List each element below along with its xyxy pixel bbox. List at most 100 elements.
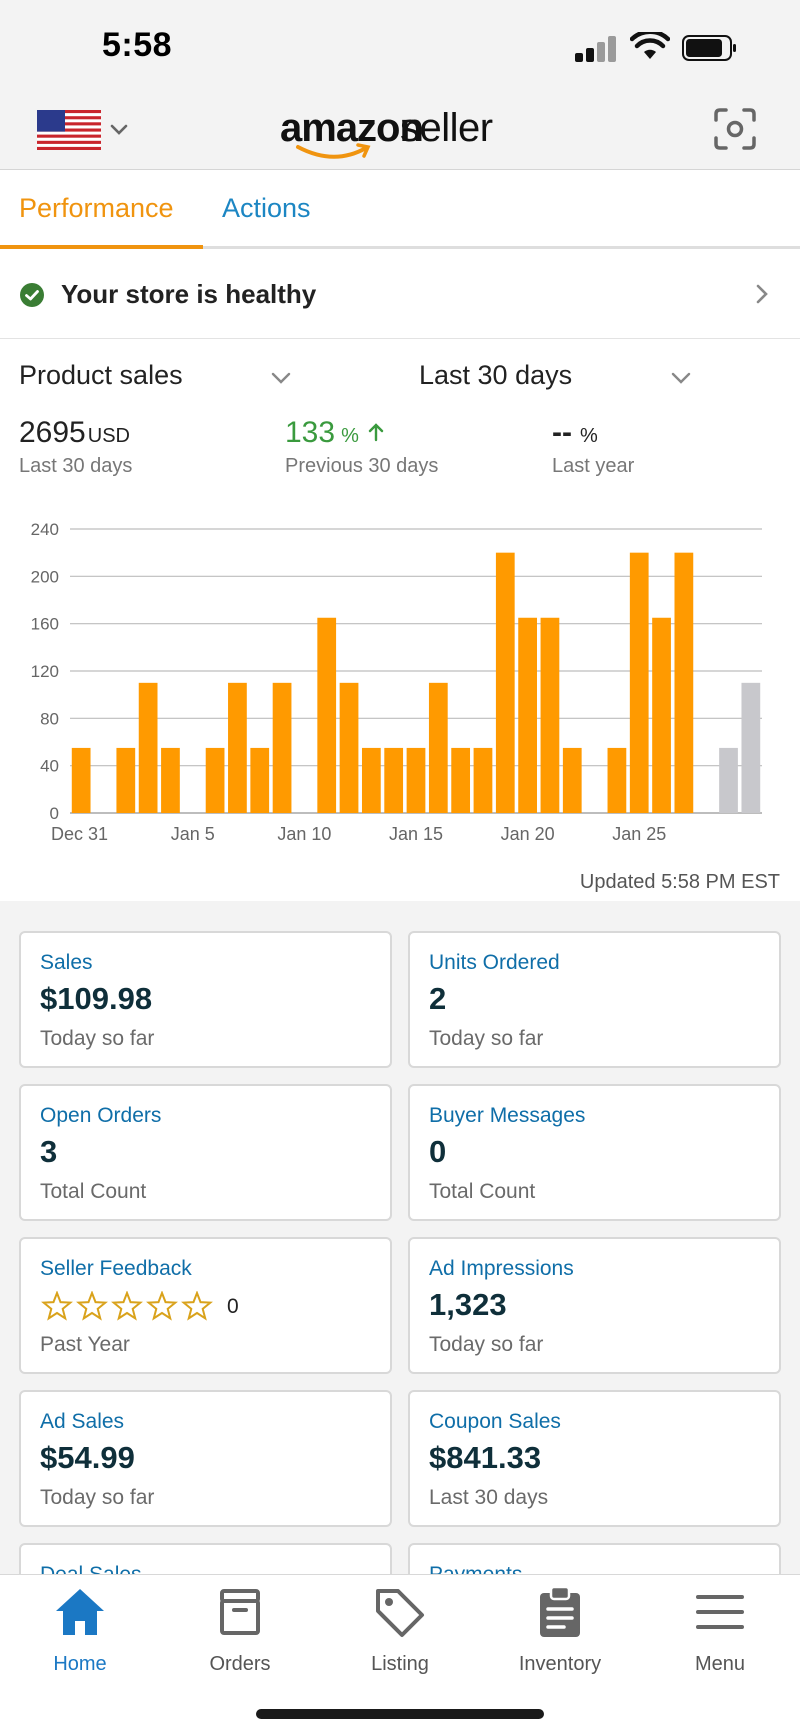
- chevron-right-icon: [756, 284, 768, 304]
- chart-bar[interactable]: [473, 747, 493, 813]
- chart-bar[interactable]: [518, 617, 537, 813]
- active-tab-indicator: [0, 245, 203, 249]
- chart-bar[interactable]: [428, 682, 448, 813]
- y-tick-label: 120: [31, 662, 59, 681]
- card-ad-impressions[interactable]: Ad Impressions 1,323 Today so far: [408, 1237, 781, 1374]
- y-tick-label: 240: [31, 520, 59, 539]
- chevron-down-icon[interactable]: [108, 118, 130, 140]
- x-tick-label: Jan 20: [501, 824, 555, 844]
- tab-bar: Performance Actions: [0, 171, 800, 249]
- star-icon: [41, 1291, 73, 1321]
- nav-orders[interactable]: Orders: [160, 1575, 320, 1695]
- status-time: 5:58: [102, 26, 173, 64]
- star-icon: [111, 1291, 143, 1321]
- tab-performance[interactable]: Performance: [19, 193, 174, 223]
- card-sales[interactable]: Sales $109.98 Today so far: [19, 931, 392, 1068]
- chevron-down-icon[interactable]: [670, 368, 692, 388]
- chart-bar[interactable]: [339, 682, 359, 813]
- y-tick-label: 40: [40, 757, 59, 776]
- chart-bar[interactable]: [451, 747, 471, 813]
- chart-bar[interactable]: [116, 747, 136, 813]
- current-sales-stat: 2695 USD: [19, 416, 130, 449]
- x-tick-label: Jan 5: [171, 824, 215, 844]
- menu-icon: [696, 1595, 744, 1629]
- y-tick-label: 200: [31, 567, 59, 586]
- card-seller-feedback[interactable]: Seller Feedback 0 Past Year: [19, 1237, 392, 1374]
- metric-dropdown[interactable]: Product sales: [19, 360, 183, 390]
- scan-icon[interactable]: [712, 106, 758, 152]
- date-range-dropdown[interactable]: Last 30 days: [419, 360, 573, 390]
- arrow-up-icon: [369, 423, 384, 442]
- current-sales-label: Last 30 days: [19, 455, 133, 477]
- chart-bar[interactable]: [562, 747, 582, 813]
- card-ad-sales[interactable]: Ad Sales $54.99 Today so far: [19, 1390, 392, 1527]
- card-payments[interactable]: Payments: [408, 1543, 781, 1574]
- metric-cards-grid: Sales $109.98 Today so far Units Ordered…: [0, 901, 800, 1574]
- y-tick-label: 80: [40, 709, 59, 728]
- chart-bar[interactable]: [741, 682, 761, 813]
- star-rating: [41, 1291, 213, 1321]
- chart-bar[interactable]: [607, 747, 627, 813]
- star-icon: [181, 1291, 213, 1321]
- chart-bar[interactable]: [317, 617, 337, 813]
- last-year-label: Last year: [552, 455, 635, 477]
- card-deal-sales[interactable]: Deal Sales: [19, 1543, 392, 1574]
- us-flag-icon[interactable]: [37, 110, 101, 150]
- chart-bar[interactable]: [384, 747, 404, 813]
- x-tick-label: Jan 25: [612, 824, 666, 844]
- amazon-seller-logo: amazon seller: [280, 102, 520, 164]
- home-icon: [56, 1589, 104, 1635]
- battery-icon: [682, 35, 736, 61]
- chart-bar[interactable]: [272, 682, 292, 813]
- chart-bar[interactable]: [161, 747, 180, 813]
- wifi-icon: [630, 32, 670, 59]
- x-tick-label: Dec 31: [51, 824, 108, 844]
- nav-menu[interactable]: Menu: [640, 1575, 800, 1695]
- tab-actions[interactable]: Actions: [222, 193, 311, 223]
- x-tick-label: Jan 15: [389, 824, 443, 844]
- tag-icon: [376, 1589, 424, 1637]
- chart-bar[interactable]: [406, 747, 426, 813]
- chart-bar[interactable]: [205, 747, 225, 813]
- chart-bar[interactable]: [495, 552, 515, 813]
- clipboard-icon: [540, 1585, 580, 1637]
- feedback-count: 0: [227, 1295, 239, 1318]
- chart-bar[interactable]: [540, 617, 560, 813]
- nav-listing[interactable]: Listing: [320, 1575, 480, 1695]
- chevron-down-icon[interactable]: [270, 368, 292, 388]
- previous-period-stat: 133%: [285, 416, 385, 450]
- y-tick-label: 0: [50, 804, 59, 823]
- store-health-text: Your store is healthy: [61, 279, 317, 309]
- bottom-nav: Home Orders Listing Inventory Menu: [0, 1574, 800, 1731]
- sales-bar-chart: 0 40 80 120 160 200 240 Dec 31 Jan 5 Jan 10 Jan 15…: [31, 520, 762, 844]
- cellular-signal-icon: [575, 34, 619, 62]
- y-tick-label: 160: [31, 615, 59, 634]
- card-coupon-sales[interactable]: Coupon Sales $841.33 Last 30 days: [408, 1390, 781, 1527]
- chart-bar[interactable]: [361, 747, 381, 813]
- star-icon: [76, 1291, 108, 1321]
- card-buyer-messages[interactable]: Buyer Messages 0 Total Count: [408, 1084, 781, 1221]
- orders-box-icon: [220, 1589, 260, 1635]
- home-indicator: [256, 1709, 544, 1719]
- chart-bar[interactable]: [228, 682, 247, 813]
- nav-home[interactable]: Home: [0, 1575, 160, 1695]
- store-health-row[interactable]: Your store is healthy: [0, 251, 800, 339]
- check-circle-icon: [20, 283, 44, 307]
- card-open-orders[interactable]: Open Orders 3 Total Count: [19, 1084, 392, 1221]
- chart-bar[interactable]: [71, 747, 91, 813]
- smile-arrow-icon: [296, 143, 371, 159]
- card-units-ordered[interactable]: Units Ordered 2 Today so far: [408, 931, 781, 1068]
- nav-inventory[interactable]: Inventory: [480, 1575, 640, 1695]
- chart-bar[interactable]: [652, 617, 671, 813]
- last-year-stat: --%: [552, 416, 598, 449]
- chart-bar[interactable]: [674, 552, 694, 813]
- chart-bar[interactable]: [629, 552, 649, 813]
- star-icon: [146, 1291, 178, 1321]
- chart-bar[interactable]: [250, 747, 270, 813]
- updated-timestamp: Updated 5:58 PM EST: [579, 871, 780, 893]
- status-bar: 5:58: [0, 0, 800, 96]
- chart-bar[interactable]: [719, 747, 738, 813]
- chart-bar[interactable]: [138, 682, 158, 813]
- x-tick-label: Jan 10: [277, 824, 331, 844]
- previous-period-label: Previous 30 days: [285, 455, 439, 477]
